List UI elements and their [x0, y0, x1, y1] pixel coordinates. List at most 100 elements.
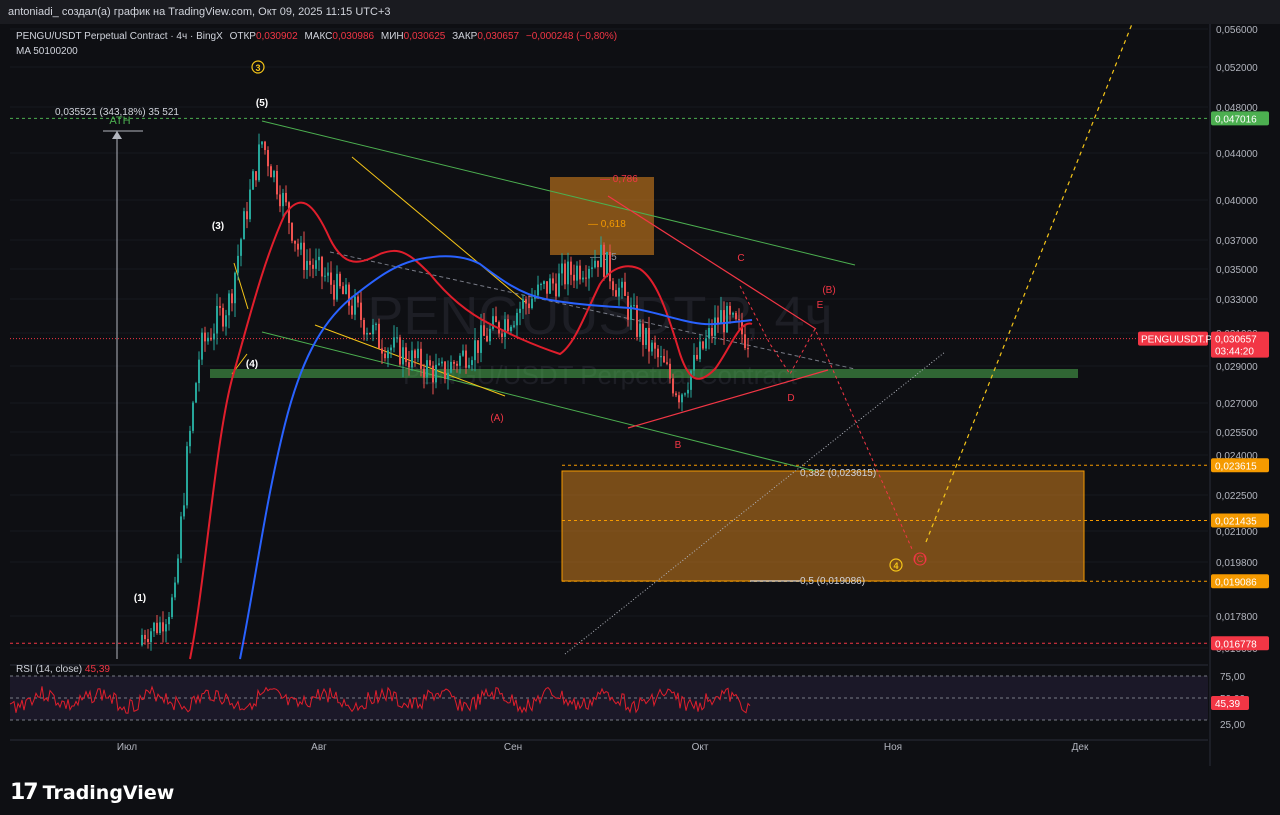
- candle-body: [468, 365, 470, 368]
- wave-D-label: D: [787, 393, 794, 404]
- candle-body: [372, 324, 374, 335]
- candle-body: [525, 299, 527, 304]
- candle-body: [282, 192, 284, 207]
- candle-body: [444, 361, 446, 379]
- candle-body: [573, 274, 575, 281]
- candle-body: [561, 263, 563, 274]
- candle-body: [738, 319, 740, 321]
- candle-body: [378, 323, 380, 349]
- candle-body: [612, 281, 614, 291]
- wave-C2-circle: [913, 552, 927, 566]
- wave-3-yellow-label: 3: [255, 63, 260, 73]
- candle-body: [186, 446, 188, 506]
- candle-body: [465, 350, 467, 368]
- close-value: 0,030657: [477, 31, 520, 42]
- last-price-symbol: PENGUUSDT.P: [1141, 335, 1212, 346]
- price-tick-label: 0,029000: [1216, 362, 1258, 373]
- candle-body: [621, 281, 623, 288]
- candle-body: [720, 310, 722, 324]
- candle-body: [312, 264, 314, 269]
- rsi-badge: [1211, 696, 1249, 710]
- candle-body: [375, 323, 377, 325]
- candle-body: [423, 368, 425, 378]
- candle-body: [663, 356, 665, 363]
- chart[interactable]: PENGUUSDT.P, 4ч PENGU/USDT Perpetual Cont…: [0, 24, 1280, 766]
- wave-E-label: E: [817, 300, 824, 311]
- candle-body: [657, 348, 659, 358]
- candle-body: [693, 354, 695, 371]
- candle-body: [393, 337, 395, 348]
- candle-body: [618, 287, 620, 297]
- price-tick-label: 0,019800: [1216, 558, 1258, 569]
- candle-body: [675, 393, 677, 396]
- price-tick-label: 0,056000: [1216, 25, 1258, 36]
- candle-body: [390, 347, 392, 351]
- candle-body: [654, 342, 656, 349]
- ma50-line: [189, 201, 753, 660]
- open-label: ОТКР: [229, 31, 256, 42]
- candle-body: [357, 296, 359, 303]
- high-value: 0,030986: [332, 31, 375, 42]
- chart-background: [0, 24, 1280, 766]
- ath-measure-label: 0,035521 (343,18%) 35 521: [55, 107, 179, 118]
- channel-upper: [261, 120, 856, 266]
- candle-body: [228, 293, 230, 316]
- price-tick-label: 0,025500: [1216, 428, 1258, 439]
- candle-body: [732, 312, 734, 315]
- candle-body: [690, 370, 692, 390]
- price-badge: [1211, 458, 1269, 473]
- price-tick-label: 0,052000: [1216, 63, 1258, 74]
- candle-body: [543, 281, 545, 284]
- candle-body: [306, 260, 308, 270]
- candle-body: [408, 362, 410, 368]
- footer: 17 TradingView: [0, 766, 1280, 815]
- candle-body: [354, 296, 356, 315]
- candle-body: [600, 244, 602, 268]
- price-tick-label: 0,027000: [1216, 399, 1258, 410]
- rsi-tick-label: 75,00: [1220, 672, 1245, 683]
- candle-body: [552, 278, 554, 284]
- grey-trendline: [329, 251, 856, 370]
- fib-0786-label: — 0,786: [600, 174, 638, 185]
- candle-body: [564, 263, 566, 285]
- candle-body: [456, 363, 458, 366]
- candle-body: [381, 348, 383, 354]
- projection-red: [739, 285, 913, 550]
- candle-body: [705, 338, 707, 349]
- candle-body: [510, 326, 512, 332]
- tradingview-logo[interactable]: 17 TradingView: [10, 780, 174, 805]
- candle-body: [708, 327, 710, 339]
- candle-body: [402, 347, 404, 365]
- wedge-upper: [351, 156, 526, 303]
- ma100-line: [239, 255, 753, 660]
- candle-body: [252, 171, 254, 190]
- candle-body: [696, 354, 698, 360]
- candle-body: [462, 350, 464, 356]
- price-badge-text: 0,016778: [1215, 639, 1257, 650]
- candle-body: [210, 337, 212, 340]
- candle-body: [606, 251, 608, 277]
- candle-body: [480, 325, 482, 353]
- candle-body: [555, 283, 557, 297]
- candle-body: [522, 299, 524, 309]
- price-tick-label: 0,021000: [1216, 527, 1258, 538]
- ath-arrow-head: [112, 131, 122, 139]
- candle-body: [747, 348, 749, 350]
- candle-body: [699, 341, 701, 360]
- candle-body: [144, 634, 146, 640]
- rsi-label: RSI (14, close): [16, 664, 83, 675]
- candle-body: [414, 350, 416, 359]
- candle-body: [291, 222, 293, 241]
- candle-body: [174, 582, 176, 598]
- candle-body: [189, 430, 191, 447]
- candle-body: [207, 337, 209, 342]
- candle-body: [717, 317, 719, 324]
- candle-body: [345, 284, 347, 295]
- wedge-lower: [314, 324, 506, 397]
- candle-body: [729, 305, 731, 315]
- wave-C-label: C: [737, 253, 744, 264]
- fib-top-box: [550, 177, 654, 255]
- candle-body: [396, 337, 398, 339]
- candle-body: [633, 305, 635, 307]
- candle-body: [318, 256, 320, 261]
